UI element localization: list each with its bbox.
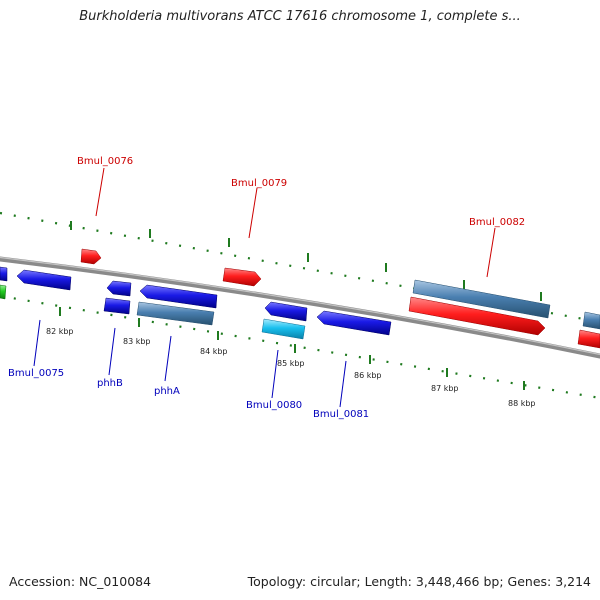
gene-bmul-0075[interactable] <box>16 269 72 291</box>
gene-right-edge-red[interactable] <box>577 329 600 349</box>
gene-left-edge-green[interactable] <box>0 284 7 300</box>
gene-bmul-0080[interactable] <box>264 301 308 322</box>
map-title: Burkholderia multivorans ATCC 17616 chro… <box>79 9 521 24</box>
tick-label: 82 kbp <box>46 327 74 336</box>
gene-label-bmul-0076[interactable]: Bmul_0076 <box>77 156 133 167</box>
gene-bmul-0076[interactable] <box>80 248 102 265</box>
gene-label-bmul-0081[interactable]: Bmul_0081 <box>313 409 369 420</box>
leader-lines-bottom <box>33 319 347 408</box>
cds-features <box>136 279 600 340</box>
tick-label: 84 kbp <box>200 347 228 356</box>
cds-phha[interactable] <box>136 301 215 326</box>
inner-major-ticks <box>59 307 525 390</box>
tick-label: 85 kbp <box>277 359 305 368</box>
cds-bmul-0080[interactable] <box>261 318 306 340</box>
gene-phha[interactable] <box>139 284 218 309</box>
tick-label: 83 kbp <box>123 337 151 346</box>
gene-labels-bottom: Bmul_0075 phhB phhA Bmul_0080 Bmul_0081 <box>8 368 369 420</box>
gene-bmul-0079[interactable] <box>222 267 262 287</box>
tick-label: 88 kbp <box>508 399 536 408</box>
gene-label-bmul-0075[interactable]: Bmul_0075 <box>8 368 64 379</box>
chromosome-backbone <box>0 256 600 359</box>
leader-lines-top <box>95 167 496 278</box>
tick-label: 87 kbp <box>431 384 459 393</box>
gene-label-phhb[interactable]: phhB <box>97 378 123 389</box>
gene-bmul-0082[interactable] <box>408 296 546 336</box>
cds-right-edge[interactable] <box>582 311 600 330</box>
gene-label-phha[interactable]: phhA <box>154 386 180 397</box>
gene-bmul-0081[interactable] <box>316 310 392 336</box>
gene-left-edge-blue[interactable] <box>0 266 8 282</box>
kbp-labels: 82 kbp 83 kbp 84 kbp 85 kbp 86 kbp 87 kb… <box>46 327 536 408</box>
gene-phhb-2[interactable] <box>103 297 131 315</box>
gene-label-bmul-0082[interactable]: Bmul_0082 <box>469 217 525 228</box>
gene-label-bmul-0079[interactable]: Bmul_0079 <box>231 178 287 189</box>
accession-text: Accession: NC_010084 <box>9 574 152 589</box>
gene-phhb[interactable] <box>106 280 132 297</box>
cds-bmul-0082[interactable] <box>412 279 551 319</box>
topology-stats-text: Topology: circular; Length: 3,448,466 bp… <box>247 574 591 589</box>
reverse-strand-genes <box>0 266 392 336</box>
gene-label-bmul-0080[interactable]: Bmul_0080 <box>246 400 302 411</box>
tick-label: 86 kbp <box>354 371 382 380</box>
forward-strand-genes <box>80 248 600 349</box>
outer-major-ticks <box>70 221 542 301</box>
gene-labels-top: Bmul_0076 Bmul_0079 Bmul_0082 <box>77 156 525 228</box>
